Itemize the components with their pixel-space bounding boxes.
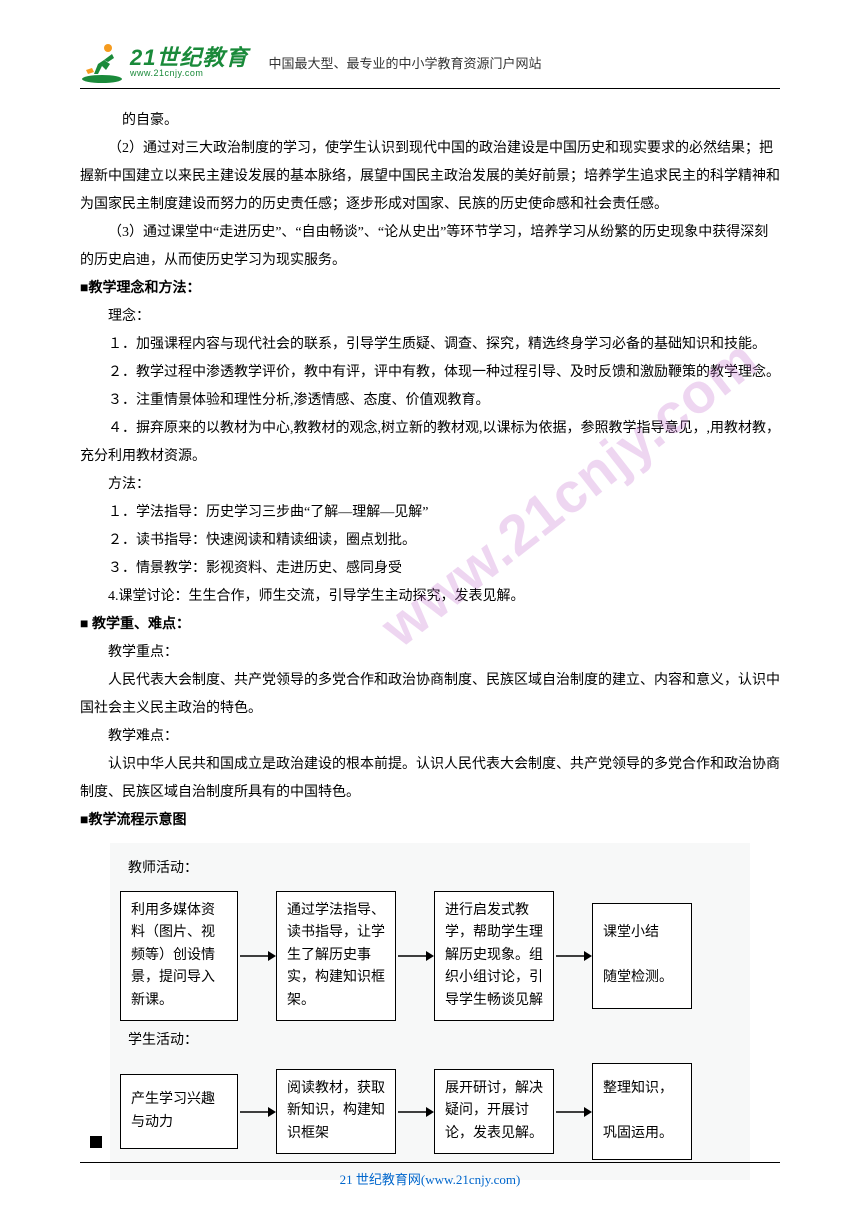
flow-node: 进行启发式教学，帮助学生理解历史现象。组织小组讨论，引导学生畅谈见解 (434, 891, 554, 1021)
header-tagline: 中国最大型、最专业的中小学教育资源门户网站 (268, 53, 541, 72)
flow-node: 阅读教材，获取新知识，构建知识框架 (276, 1069, 396, 1154)
logo-text-block: 21世纪教育 www.21cnjy.com (130, 47, 248, 78)
section-heading-keypoints: ■ 教学重、难点： (80, 611, 780, 639)
paragraph: （3）通过课堂中“走进历史”、“自由畅谈”、“论从史出”等环节学习，培养学习从纷… (80, 219, 780, 275)
paragraph: 4.课堂讨论：生生合作，师生交流，引导学生主动探究，发表见解。 (80, 583, 780, 611)
page-footer: 21 世纪教育网(www.21cnjy.com) (80, 1162, 780, 1188)
paragraph: ３．注重情景体验和理性分析,渗透情感、态度、价值观教育。 (80, 387, 780, 415)
flow-student-label: 学生活动： (128, 1027, 740, 1055)
paragraph: 认识中华人民共和国成立是政治建设的根本前提。认识人民代表大会制度、共产党领导的多… (80, 751, 780, 807)
section-heading-methods: ■教学理念和方法： (80, 275, 780, 303)
paragraph: ４．摒弃原来的以教材为中心,教教材的观念,树立新的教材观,以课标为依据，参照教学… (80, 415, 780, 471)
arrow-right-icon (396, 949, 434, 963)
runner-icon (80, 40, 124, 84)
flow-teacher-row: 利用多媒体资料（图片、视频等）创设情景，提问导入新课。 通过学法指导、读书指导，… (120, 891, 740, 1021)
flow-node: 通过学法指导、读书指导，让学生了解历史事实，构建知识框架。 (276, 891, 396, 1021)
flow-node: 展开研讨，解决疑问，开展讨论，发表见解。 (434, 1069, 554, 1154)
paragraph: 的自豪。 (80, 107, 780, 135)
paragraph: ３．情景教学：影视资料、走进历史、感同身受 (80, 555, 780, 583)
teaching-flowchart: 教师活动： 利用多媒体资料（图片、视频等）创设情景，提问导入新课。 通过学法指导… (110, 843, 750, 1180)
paragraph: 教学重点： (80, 639, 780, 667)
paragraph: １．学法指导：历史学习三步曲“了解—理解—见解” (80, 499, 780, 527)
page-container: 21世纪教育 www.21cnjy.com 中国最大型、最专业的中小学教育资源门… (0, 0, 860, 1220)
flow-node: 课堂小结 随堂检测。 (592, 903, 692, 1008)
arrow-right-icon (554, 949, 592, 963)
footer-site-name[interactable]: 21 世纪教育网 (340, 1172, 421, 1187)
paragraph: 人民代表大会制度、共产党领导的多党合作和政治协商制度、民族区域自治制度的建立、内… (80, 667, 780, 723)
flow-node: 产生学习兴趣与动力 (120, 1074, 238, 1149)
logo-title: 21世纪教育 (130, 47, 248, 69)
logo-url: www.21cnjy.com (130, 69, 248, 78)
section-heading-flowchart: ■教学流程示意图 (80, 807, 780, 835)
paragraph: 理念： (80, 303, 780, 331)
flow-node: 整理知识， 巩固运用。 (592, 1063, 692, 1160)
arrow-right-icon (238, 949, 276, 963)
flow-student-row: 产生学习兴趣与动力 阅读教材，获取新知识，构建知识框架 展开研讨，解决疑问，开展… (120, 1063, 740, 1160)
page-header: 21世纪教育 www.21cnjy.com 中国最大型、最专业的中小学教育资源门… (80, 40, 780, 89)
arrow-right-icon (396, 1105, 434, 1119)
paragraph: ２．读书指导：快速阅读和精读细读，圈点划批。 (80, 527, 780, 555)
paragraph: 教学难点： (80, 723, 780, 751)
flow-node: 利用多媒体资料（图片、视频等）创设情景，提问导入新课。 (120, 891, 238, 1021)
arrow-right-icon (554, 1105, 592, 1119)
footer-url[interactable]: (www.21cnjy.com) (421, 1172, 520, 1187)
paragraph: ２．教学过程中渗透教学评价，教中有评，评中有教，体现一种过程引导、及时反馈和激励… (80, 359, 780, 387)
flow-teacher-label: 教师活动： (128, 855, 740, 883)
paragraph: 方法： (80, 471, 780, 499)
square-bullet-icon (90, 1136, 102, 1148)
paragraph: （2）通过对三大政治制度的学习，使学生认识到现代中国的政治建设是中国历史和现实要… (80, 135, 780, 219)
paragraph: １．加强课程内容与现代社会的联系，引导学生质疑、调查、探究，精选终身学习必备的基… (80, 331, 780, 359)
arrow-right-icon (238, 1105, 276, 1119)
site-logo: 21世纪教育 www.21cnjy.com (80, 40, 248, 84)
document-body: www.21cnjy.com 的自豪。 （2）通过对三大政治制度的学习，使学生认… (80, 107, 780, 1180)
